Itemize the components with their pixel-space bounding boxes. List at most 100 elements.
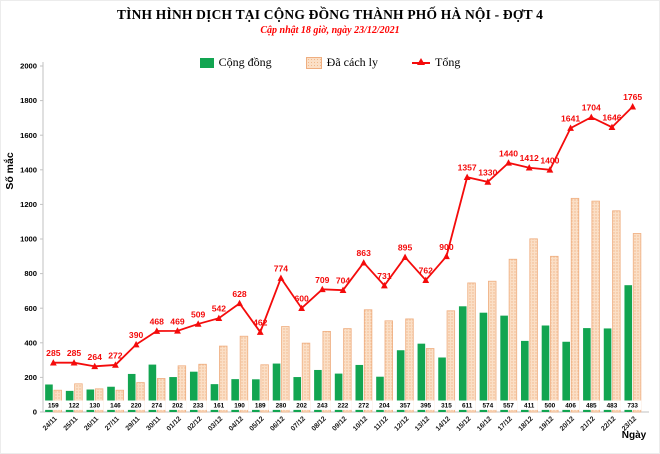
bar-cong-dong <box>231 379 239 412</box>
triangle-marker-icon <box>587 113 595 121</box>
triangle-marker-icon <box>174 327 181 334</box>
y-tick-label: 2000 <box>20 62 37 71</box>
triangle-marker-icon <box>463 173 471 181</box>
bar-cong-dong <box>541 325 550 412</box>
y-tick-label: 400 <box>24 338 37 347</box>
y-tick-label: 1000 <box>20 235 37 244</box>
bar-cong-dong <box>107 386 115 412</box>
total-value-label: 1440 <box>499 148 518 158</box>
value-box <box>458 400 476 410</box>
y-tick-label: 1200 <box>20 200 37 209</box>
triangle-marker-icon <box>153 327 161 334</box>
value-box <box>44 400 62 410</box>
triangle-marker-icon <box>277 274 285 281</box>
bar-da-cach-ly <box>239 335 249 413</box>
cong-dong-value-label: 243 <box>317 403 328 410</box>
chart-title: TÌNH HÌNH DỊCH TẠI CỘNG ĐỒNG THÀNH PHỐ H… <box>116 7 544 22</box>
x-tick-label: 03/12 <box>207 415 224 432</box>
x-tick-label: 15/12 <box>455 415 472 432</box>
triangle-marker-icon <box>629 103 637 110</box>
cong-dong-value-label: 159 <box>48 403 59 410</box>
triangle-marker-icon <box>215 314 223 322</box>
bar-cong-dong <box>458 306 467 412</box>
x-tick-label: 17/12 <box>497 415 514 432</box>
bar-da-cach-ly <box>425 348 435 413</box>
value-box <box>334 400 352 410</box>
bar-cong-dong <box>438 357 446 412</box>
value-box <box>251 400 269 410</box>
x-tick-label: 14/12 <box>435 415 452 432</box>
value-box <box>65 400 83 410</box>
cong-dong-value-label: 574 <box>482 403 493 410</box>
total-value-label: 542 <box>212 304 227 314</box>
bar-cong-dong <box>210 384 219 412</box>
bar-cong-dong <box>272 363 281 412</box>
total-value-label: 1330 <box>478 167 497 177</box>
bar-cong-dong <box>127 373 136 412</box>
triangle-marker-icon <box>484 178 492 185</box>
bar-da-cach-ly <box>488 280 497 413</box>
triangle-marker-icon <box>236 299 243 307</box>
bar-cong-dong <box>500 315 508 412</box>
triangle-marker-icon <box>360 259 368 266</box>
x-tick-label: 04/12 <box>228 415 245 432</box>
x-tick-label: 02/12 <box>186 415 203 432</box>
bar-da-cach-ly <box>136 382 145 413</box>
value-box <box>293 400 311 410</box>
x-tick-label: 22/12 <box>600 415 617 432</box>
x-axis-title: Ngày <box>622 430 647 441</box>
x-tick-label: 16/12 <box>476 415 493 432</box>
bar-da-cach-ly <box>612 210 621 413</box>
x-tick-label: 21/12 <box>580 415 597 432</box>
triangle-marker-icon <box>91 362 99 370</box>
bar-da-cach-ly <box>343 328 352 413</box>
total-line-markers <box>49 103 637 370</box>
value-box <box>479 400 497 410</box>
triangle-marker-icon <box>567 124 574 131</box>
bar-da-cach-ly <box>156 378 166 413</box>
cong-dong-value-label: 204 <box>379 403 390 410</box>
bar-da-cach-ly <box>74 383 83 413</box>
total-value-label: 272 <box>108 350 123 360</box>
triangle-marker-icon <box>525 164 533 171</box>
value-box <box>210 400 228 410</box>
cong-dong-value-label: 272 <box>358 403 369 410</box>
cong-dong-value-label: 357 <box>400 403 411 410</box>
total-value-label: 1641 <box>561 114 580 124</box>
triangle-marker-icon <box>505 159 512 166</box>
total-value-label: 1357 <box>458 163 477 173</box>
total-value-label: 895 <box>398 243 413 253</box>
cong-dong-value-label: 146 <box>110 403 121 410</box>
triangle-marker-icon <box>401 253 409 260</box>
triangle-marker-icon <box>318 285 326 293</box>
legend-item-tong: Tổng <box>411 55 460 70</box>
cong-dong-value-label: 733 <box>627 403 638 410</box>
x-tick-label: 24/11 <box>42 415 59 432</box>
bar-cong-dong <box>479 312 488 412</box>
bar-cong-dong <box>624 285 633 412</box>
total-value-label: 390 <box>129 330 144 340</box>
total-value-label: 762 <box>419 266 434 276</box>
total-value-label: 264 <box>88 352 103 362</box>
y-tick-label: 600 <box>24 304 37 313</box>
bar-da-cach-ly <box>177 365 187 413</box>
cong-dong-value-label: 500 <box>545 403 556 410</box>
value-box <box>86 400 104 410</box>
value-box <box>624 400 642 410</box>
x-tick-label: 05/12 <box>249 415 266 432</box>
total-line-labels: 285 285 264 272 390 468 469 509 542 628 462 774 600 7… <box>46 92 642 362</box>
total-value-label: 900 <box>439 242 454 252</box>
total-value-label: 709 <box>315 275 330 285</box>
peach-dotted-square-icon <box>305 56 322 69</box>
total-value-label: 704 <box>336 276 351 286</box>
x-tick-label: 06/12 <box>269 415 286 432</box>
bar-da-cach-ly <box>260 364 269 413</box>
bars-da-cach-ly <box>53 197 642 413</box>
bar-cong-dong <box>583 328 591 412</box>
x-tick-label: 13/12 <box>414 415 431 432</box>
value-box <box>313 400 331 410</box>
bar-cong-dong <box>521 340 529 412</box>
bar-da-cach-ly <box>550 255 559 413</box>
value-box <box>541 400 559 410</box>
